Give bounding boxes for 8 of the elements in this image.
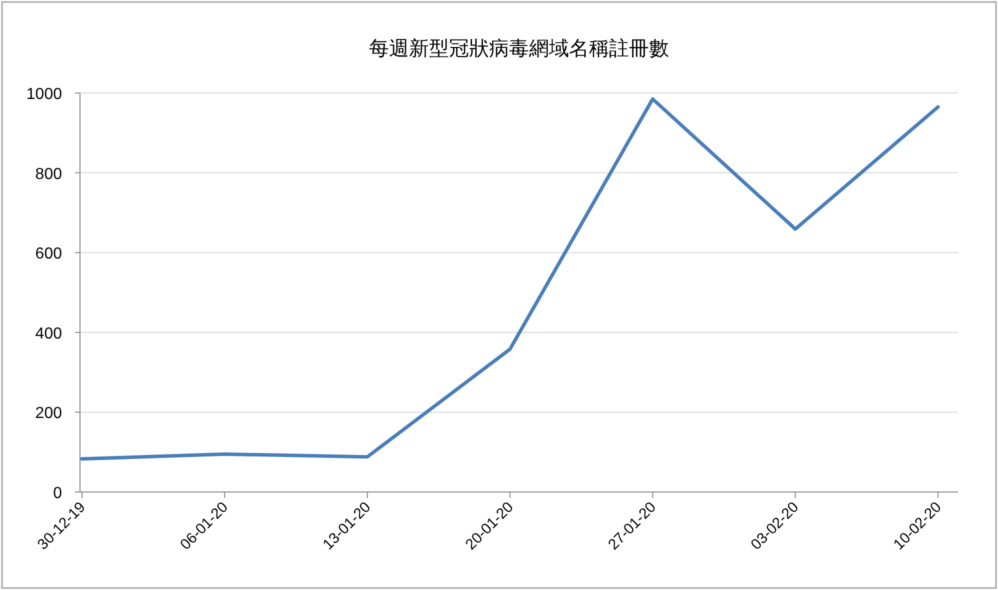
chart-title: 每週新型冠狀病毒網域名稱註冊數 — [369, 38, 669, 60]
y-tick-label: 800 — [35, 166, 62, 183]
y-tick-label: 0 — [53, 485, 62, 502]
y-tick-label: 600 — [35, 246, 62, 263]
line-series — [80, 97, 940, 461]
y-tick-label: 200 — [35, 405, 62, 422]
y-tick-label: 400 — [35, 325, 62, 342]
y-tick-label: 1000 — [26, 86, 62, 103]
